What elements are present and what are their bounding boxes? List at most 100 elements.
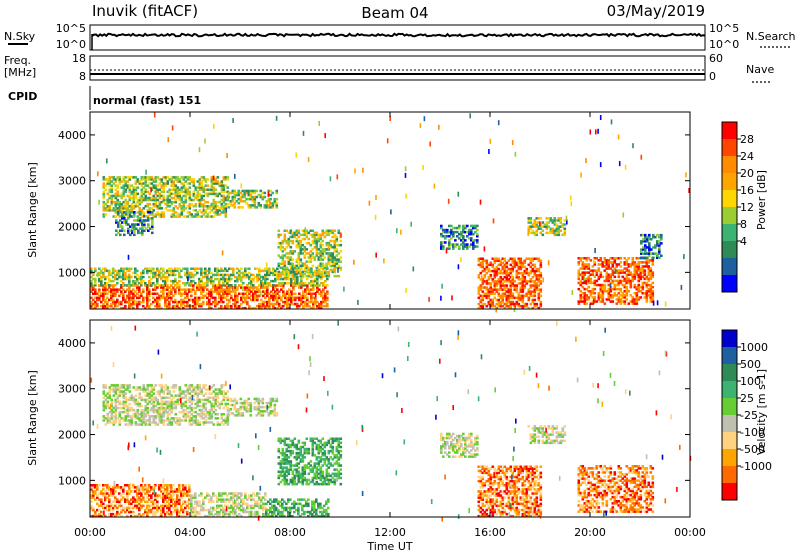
echo-cell xyxy=(92,508,95,512)
echo-cell xyxy=(507,288,511,291)
echo-cell xyxy=(166,506,169,510)
echo-cell xyxy=(154,275,157,279)
echo-cell xyxy=(152,178,156,181)
echo-cell xyxy=(162,496,165,499)
echo-cell xyxy=(241,206,245,209)
echo-cell xyxy=(224,504,227,508)
echo-cell xyxy=(237,193,241,197)
echo-cell xyxy=(296,279,299,283)
echo-cell xyxy=(587,271,591,274)
echo-cell xyxy=(206,492,209,495)
echo-cell xyxy=(589,277,593,281)
echo-cell xyxy=(643,271,647,274)
echo-cell xyxy=(162,506,165,510)
echo-cell xyxy=(160,190,164,194)
echo-cell xyxy=(190,290,193,293)
echo-cell xyxy=(256,510,259,514)
echo-cell xyxy=(255,195,259,199)
echo-cell xyxy=(537,284,541,287)
echo-cell xyxy=(495,259,499,262)
echo-cell xyxy=(176,508,179,512)
echo-cell xyxy=(148,304,151,308)
echo-cell xyxy=(170,514,173,518)
echo-cell xyxy=(160,194,164,198)
echo-cell xyxy=(100,292,103,295)
echo-cell xyxy=(170,296,173,300)
echo-cell xyxy=(292,288,295,291)
echo-cell xyxy=(646,246,649,249)
echo-cell xyxy=(317,258,321,261)
echo-cell xyxy=(317,256,321,259)
echo-cell xyxy=(477,276,481,279)
echo-cell xyxy=(142,498,145,501)
echo-cell xyxy=(218,288,221,291)
echo-cell xyxy=(521,276,525,279)
echo-cell xyxy=(200,271,203,275)
echo-cell xyxy=(190,514,193,518)
echo-cell xyxy=(192,209,196,212)
echo-cell xyxy=(106,284,109,287)
echo-cell xyxy=(154,198,158,202)
echo-cell xyxy=(521,274,525,277)
echo-cell xyxy=(180,292,183,295)
echo-cell xyxy=(545,227,549,230)
echo-cell xyxy=(196,510,199,514)
echo-cell xyxy=(641,285,645,289)
echo-cell xyxy=(310,296,313,300)
echo-cell xyxy=(162,198,166,202)
echo-cell xyxy=(325,241,329,245)
echo-cell xyxy=(164,207,168,210)
echo-cell xyxy=(188,277,191,281)
echo-speckle xyxy=(275,292,277,297)
echo-cell xyxy=(232,508,235,512)
echo-cell xyxy=(96,514,99,518)
echo-cell xyxy=(118,269,121,273)
echo-cell xyxy=(180,492,183,495)
echo-cell xyxy=(176,192,180,196)
echo-cell xyxy=(90,488,93,491)
echo-cell xyxy=(633,275,637,279)
echo-cell xyxy=(168,296,171,300)
echo-cell xyxy=(106,486,109,489)
echo-cell xyxy=(136,178,140,181)
echo-cell xyxy=(625,261,629,264)
echo-cell xyxy=(323,266,327,270)
echo-cell xyxy=(276,300,279,304)
echo-cell xyxy=(324,304,327,308)
echo-cell xyxy=(297,256,301,259)
echo-cell xyxy=(660,254,663,257)
echo-cell xyxy=(114,486,117,489)
echo-cell xyxy=(128,275,131,279)
echo-cell xyxy=(200,184,204,187)
echo-cell xyxy=(272,288,275,291)
echo-cell xyxy=(126,215,130,218)
echo-cell xyxy=(627,290,631,293)
echo-cell xyxy=(124,290,127,293)
echo-cell xyxy=(102,178,106,181)
echo-cell xyxy=(252,273,255,277)
echo-cell xyxy=(144,484,147,487)
echo-cell xyxy=(118,294,121,298)
echo-cell xyxy=(112,176,116,179)
echo-cell xyxy=(277,510,280,514)
echo-cell xyxy=(140,488,143,491)
echo-cell xyxy=(489,298,493,302)
echo-cell xyxy=(289,264,293,268)
echo-cell xyxy=(307,256,311,259)
echo-cell xyxy=(138,500,141,503)
echo-cell xyxy=(102,184,106,187)
echo-cell xyxy=(134,294,137,298)
echo-cell xyxy=(194,194,198,198)
echo-cell xyxy=(119,223,122,226)
echo-cell xyxy=(116,200,120,204)
echo-cell xyxy=(264,284,267,287)
echo-cell xyxy=(583,287,587,291)
echo-cell xyxy=(240,292,243,295)
echo-cell xyxy=(106,192,110,196)
echo-cell xyxy=(337,258,341,261)
echo-cell xyxy=(256,500,259,503)
echo-cell xyxy=(597,283,601,287)
echo-cell xyxy=(537,267,541,271)
echo-cell xyxy=(613,285,617,289)
echo-cell xyxy=(194,502,197,506)
